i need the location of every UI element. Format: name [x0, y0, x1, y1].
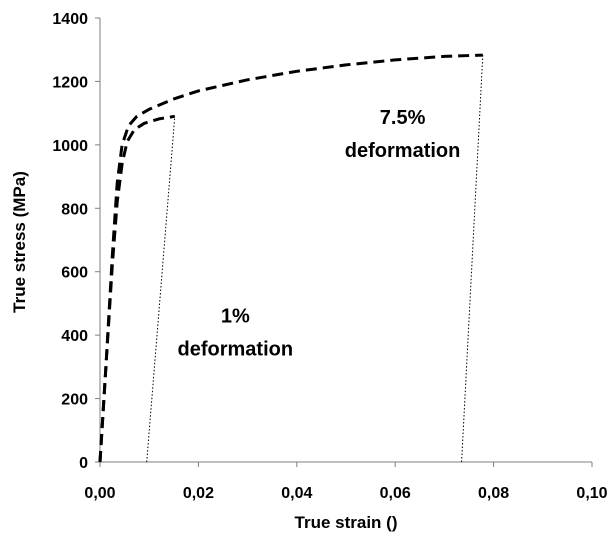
x-tick-label: 0,00	[84, 485, 115, 502]
annotation-1: 7.5% deformation	[345, 107, 461, 162]
x-tick-label: 0,08	[478, 485, 509, 502]
y-axis-label: True stress (MPa)	[10, 171, 29, 313]
annotation-line: 1%	[221, 305, 250, 327]
y-tick-label: 600	[61, 265, 88, 282]
annotation-0: 1% deformation	[178, 305, 294, 360]
x-tick-label: 0,10	[576, 485, 607, 502]
axes	[95, 17, 593, 467]
x-tick-label: 0,06	[380, 485, 411, 502]
y-tick-label: 400	[61, 328, 88, 345]
x-axis-label: True strain ()	[295, 513, 398, 532]
unloading-line-2	[146, 116, 176, 463]
y-tick-label: 200	[61, 392, 88, 409]
tick-labels: 0 200 400 600 800 1000 1200 1400 0,00 0,02 0,04 0,0…	[52, 11, 607, 502]
annotation-line: deformation	[178, 338, 294, 360]
x-tick-label: 0,04	[281, 485, 312, 502]
annotation-line: deformation	[345, 140, 461, 162]
y-tick-label: 1000	[52, 138, 88, 155]
stress-strain-curve-1	[98, 53, 483, 463]
y-tick-label: 800	[61, 201, 88, 218]
series-group	[98, 53, 484, 463]
x-tick-label: 0,02	[183, 485, 214, 502]
y-tick-label: 1400	[52, 11, 88, 28]
y-tick-label: 0	[79, 455, 88, 472]
y-tick-label: 1200	[52, 74, 88, 91]
annotation-line: 7.5%	[380, 107, 426, 129]
unloading-line-3	[461, 55, 484, 463]
annotations: 1% deformation 7.5% deformation	[178, 107, 461, 360]
